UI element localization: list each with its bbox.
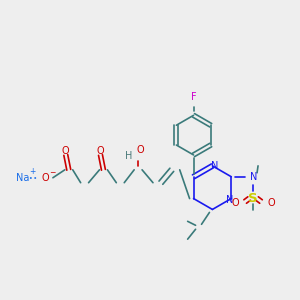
Text: +: + bbox=[29, 167, 35, 176]
Text: S: S bbox=[248, 192, 258, 205]
Text: F: F bbox=[191, 92, 197, 103]
Text: O: O bbox=[267, 197, 275, 208]
Text: Na: Na bbox=[16, 173, 30, 183]
Text: N: N bbox=[226, 194, 233, 205]
Text: O: O bbox=[41, 173, 49, 183]
Text: O: O bbox=[97, 146, 104, 156]
Text: O: O bbox=[231, 197, 239, 208]
Text: N: N bbox=[211, 161, 218, 171]
Text: H: H bbox=[124, 151, 132, 161]
Text: O: O bbox=[62, 146, 70, 156]
Text: −: − bbox=[49, 168, 55, 177]
Text: N: N bbox=[250, 172, 258, 182]
Text: O: O bbox=[136, 145, 144, 155]
